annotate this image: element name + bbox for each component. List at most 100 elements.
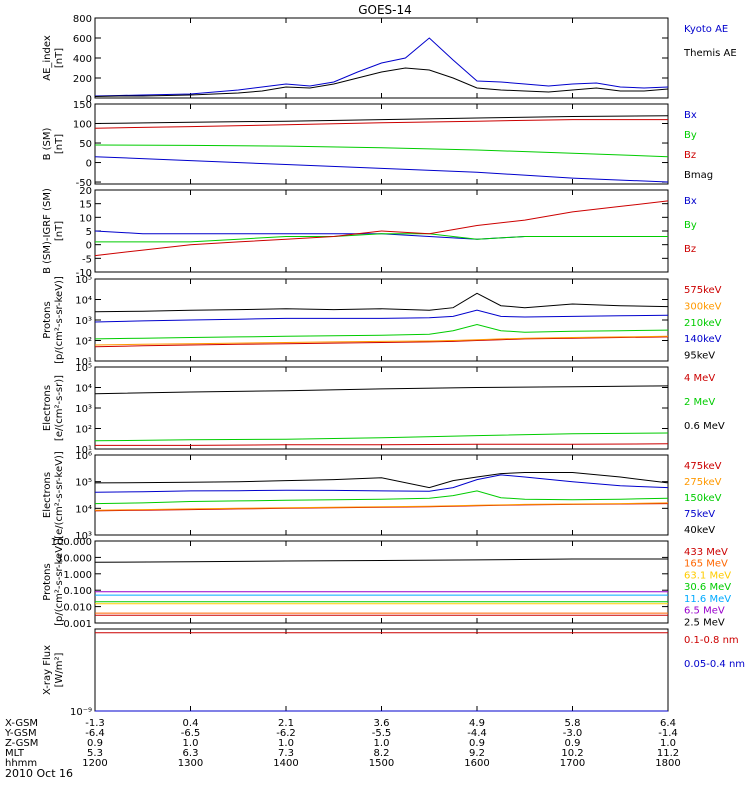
y-tick-label: 50 [79,139,92,150]
legend-entry: 95keV [684,351,715,362]
panel-electrons1: 10¹ 10² 10³ 10⁴ 10⁵ Electrons [e/(cm²-s-sr)] 4 … [42,363,725,456]
y-tick-label: 10⁵ [75,363,92,374]
legend-entry: Bx [684,110,697,121]
footer-value: 3.6 [374,718,390,729]
series-line-themis-ae [94,67,669,97]
footer-value: 6.4 [660,718,676,729]
y-tick-label: 5 [86,227,92,238]
panel-frame [94,366,669,450]
footer-value: 1.0 [278,738,294,749]
series-line-kyoto-ae [94,37,669,97]
series-line-140kev [94,309,669,323]
y-tick-label: 0.010 [63,603,92,614]
footer-table: X-GSM -1.3 0.4 2.1 3.6 4.9 5.8 6.4 Y-GSM -6.4 -6.5… [4,718,681,769]
legend-entry: 165 MeV [684,559,728,570]
y-axis-label: [nT] [54,221,65,241]
legend-entry: 300keV [684,301,722,312]
footer-value: 5.8 [565,718,581,729]
y-axis-label: B (SM) [42,127,53,160]
footer-value: 1300 [178,758,203,769]
y-axis-label: AE_index [42,35,53,81]
y-tick-label: 10⁴ [75,384,92,395]
y-tick-label: 10³ [75,316,92,327]
legend-entry: 475keV [684,461,722,472]
panel-frame [94,628,669,712]
y-tick-label: 10¹ [75,445,92,456]
legend-entry: 575keV [684,285,722,296]
footer-row-label: Y-GSM [4,728,37,739]
legend-entry: 210keV [684,318,722,329]
footer-value: 6.3 [183,748,199,759]
footer-value: 8.2 [374,748,390,759]
legend-entry: 4 MeV [684,373,715,384]
legend-entry: 2.5 MeV [684,617,725,628]
footer-value: -5.5 [372,728,392,739]
legend-entry: By [684,130,697,141]
footer-value: 1800 [655,758,680,769]
legend-entry: Themis AE [683,48,737,59]
y-tick-label: 10² [75,337,92,348]
footer-value: 1600 [464,758,489,769]
footer-value: 11.2 [657,748,679,759]
series-line-300kev [94,335,669,346]
footer-value: 5.3 [87,748,103,759]
footer-value: -6.5 [181,728,201,739]
y-axis-label: [W/m²] [54,652,65,687]
legend-entry: By [684,220,697,231]
date-label: 2010 Oct 16 [5,767,73,780]
panel-ae: 0 200 400 600 800 AE_index [nT] Kyoto AE Themis … [42,14,737,105]
footer-value: 1.0 [374,738,390,749]
legend-entry: 2 MeV [684,397,715,408]
panel-xray: 10⁻⁹ X-ray Flux [W/m²] 0.1-0.8 nm 0.05-0.4 n… [42,628,745,718]
footer-value: 9.2 [469,748,485,759]
series-line-by [94,144,669,158]
legend-entry: 0.1-0.8 nm [684,635,739,646]
legend-entry: 0.05-0.4 nm [684,659,745,670]
footer-row-label: MLT [5,748,25,759]
legend-entry: Kyoto AE [684,24,728,35]
y-tick-label: -50 [76,178,92,189]
series-line-bmag [94,115,669,124]
y-axis-label: Electrons [42,472,53,518]
y-axis-label: [e/(cm²-s-sr)] [54,375,65,441]
y-tick-label: 0 [86,94,92,105]
series-line-bz [94,200,669,257]
legend-entry: 40keV [684,525,715,536]
y-axis-label: [nT] [54,48,65,68]
panel-frame [94,540,669,624]
panel-bigrf: -10 -5 0 5 10 15 20 B (SM)-IGRF (SM) [nT] Bx By Bz [42,186,697,279]
legend-entry: 0.6 MeV [684,421,725,432]
y-tick-label: 10³ [75,404,92,415]
footer-value: -1.4 [658,728,678,739]
legend-entry: 433 MeV [684,547,728,558]
y-tick-label: -5 [82,254,92,265]
legend-entry: 30.6 MeV [684,582,731,593]
series-line-475kev [94,503,669,512]
y-tick-label: 10⁶ [75,451,92,462]
y-tick-label: -10 [76,268,92,279]
y-tick-label: 0 [86,159,92,170]
y-axis-label: [p/(cm²-s-sr-keV)] [54,276,65,364]
legend-entry: 150keV [684,493,722,504]
y-axis-label: X-ray Flux [42,645,53,695]
series-line-575kev [94,336,669,348]
legend-entry: 75keV [684,509,715,520]
series-line-210kev [94,323,669,340]
y-axis-label: B (SM)-IGRF (SM) [42,188,53,274]
y-axis-label: Protons [42,563,53,600]
series-line-2-5-mev [94,558,668,563]
series-line-0-6-mev [94,385,669,395]
footer-value: 4.9 [469,718,485,729]
panel-electrons2: 10³ 10⁴ 10⁵ 10⁶ Electrons [e/(cm²-s-sr-keV)] 4… [42,451,722,542]
y-axis-label: [e/(cm²-s-sr-keV)] [54,451,65,539]
series-line-40kev [94,472,669,489]
panel-protons2: 0.001 0.010 0.100 1.000 10.000 100.000 Protons… [42,537,731,630]
footer-value: 2.1 [278,718,294,729]
footer-value: 0.9 [469,738,485,749]
panel-protons1: 10¹ 10² 10³ 10⁴ 10⁵ Protons [p/(cm²-s-sr-keV)]… [42,275,722,368]
footer-value: 7.3 [278,748,294,759]
legend-entry: 140keV [684,334,722,345]
footer-value: 0.9 [87,738,103,749]
y-tick-label: 10 [79,213,92,224]
